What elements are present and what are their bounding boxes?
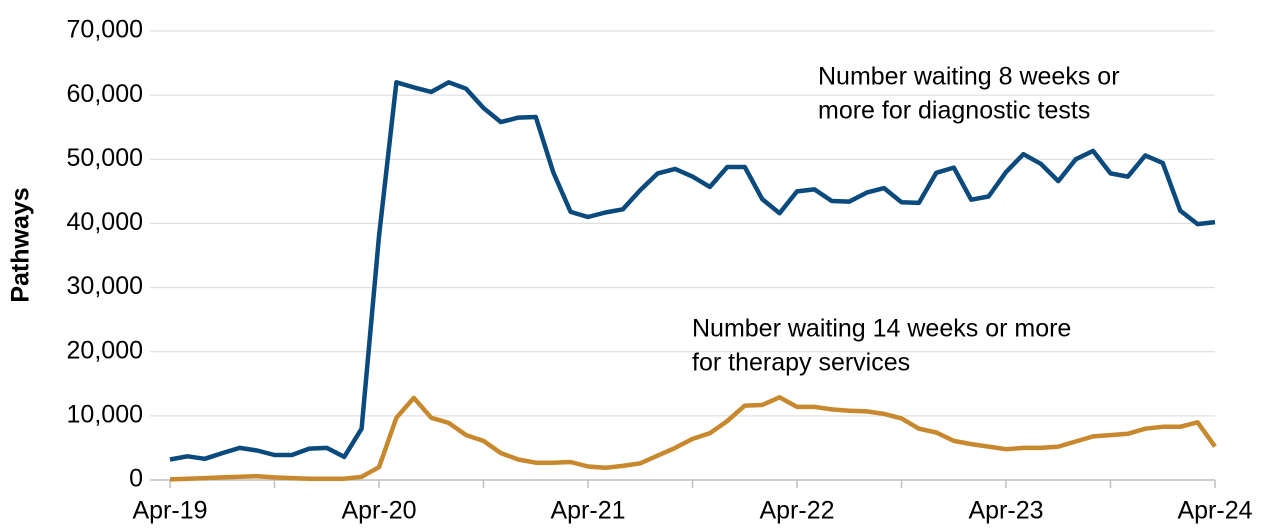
series-line xyxy=(169,395,1217,482)
x-tick-label: Apr-22 xyxy=(759,497,834,525)
y-tick-label: 0 xyxy=(129,465,143,493)
series-label: for therapy services xyxy=(692,349,910,377)
y-axis-label: Pathways xyxy=(7,187,35,302)
series-label: Number waiting 8 weeks or xyxy=(818,63,1120,91)
x-tick-label: Apr-21 xyxy=(550,497,625,525)
series-line xyxy=(169,80,1216,462)
x-tick-label: Apr-23 xyxy=(968,497,1043,525)
y-tick-label: 60,000 xyxy=(67,80,143,108)
y-tick-label: 50,000 xyxy=(67,144,143,172)
y-tick-label: 40,000 xyxy=(67,208,143,236)
y-tick-label: 20,000 xyxy=(67,336,143,364)
x-tick-label: Apr-19 xyxy=(132,497,207,525)
y-tick-label: 30,000 xyxy=(67,272,143,300)
y-tick-label: 10,000 xyxy=(67,400,143,428)
y-tick-label: 70,000 xyxy=(67,16,143,44)
x-tick-label: Apr-24 xyxy=(1177,497,1252,525)
x-tick-label: Apr-20 xyxy=(341,497,416,525)
series-label: Number waiting 14 weeks or more xyxy=(692,315,1071,343)
series-label: more for diagnostic tests xyxy=(818,97,1090,125)
